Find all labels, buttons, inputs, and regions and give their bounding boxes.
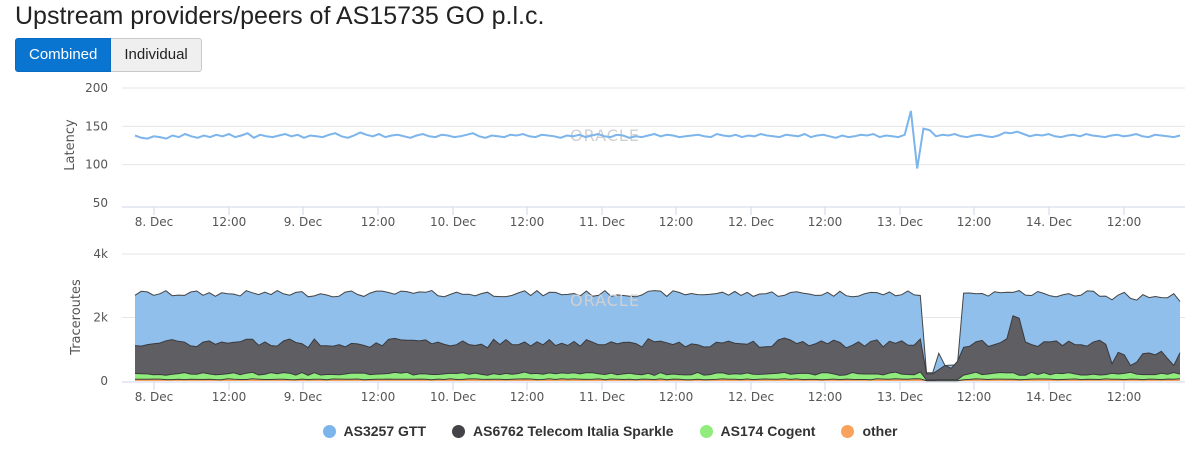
x-tick-label: 8. Dec — [135, 390, 173, 404]
x-tick-label: 12:00 — [510, 215, 545, 229]
page-title: Upstream providers/peers of AS15735 GO p… — [15, 2, 545, 30]
area-sparkle — [135, 315, 1180, 380]
area-edge-sparkle — [134, 315, 1181, 375]
area-edge-other — [134, 378, 1181, 382]
x-tick-label: 12:00 — [361, 215, 396, 229]
latency-y-tick: 150 — [85, 119, 108, 133]
x-tick-label: 8. Dec — [135, 215, 173, 229]
x-tick-label: 9. Dec — [284, 390, 322, 404]
traceroutes-y-tick: 0 — [100, 374, 108, 388]
x-tick-label: 12:00 — [361, 390, 396, 404]
traceroutes-y-tick: 2k — [93, 311, 108, 325]
x-tick-label: 12:00 — [808, 390, 843, 404]
x-tick-label: 9. Dec — [284, 215, 322, 229]
x-tick-label: 13. Dec — [877, 390, 923, 404]
latency-series-line — [134, 110, 1181, 169]
legend-item-sparkle[interactable]: AS6762 Telecom Italia Sparkle — [452, 423, 674, 439]
x-tick-label: 12:00 — [1107, 390, 1142, 404]
legend-gtt-label: AS3257 GTT — [343, 423, 427, 439]
x-tick-label: 12:00 — [808, 215, 843, 229]
x-tick-label: 12:00 — [659, 390, 694, 404]
latency-y-tick: 50 — [93, 196, 108, 210]
latency-axis-title: Latency — [63, 119, 78, 171]
x-tick-label: 10. Dec — [430, 215, 476, 229]
legend-cogent-label: AS174 Cogent — [720, 423, 816, 439]
legend-item-other[interactable]: other — [841, 423, 897, 439]
legend-item-gtt[interactable]: AS3257 GTT — [322, 423, 427, 439]
x-tick-label: 10. Dec — [430, 390, 476, 404]
watermark-traceroutes: ORACLE — [570, 291, 640, 310]
x-tick-label: 12:00 — [659, 215, 694, 229]
area-edge-cogent — [134, 371, 1181, 381]
latency-y-tick: 100 — [85, 158, 108, 172]
x-tick-label: 14. Dec — [1026, 390, 1072, 404]
chart-area: 50 100 150 200 Latency ORACLE 8. Dec 12:00 9. De… — [63, 81, 1185, 404]
x-tick-label: 12:00 — [957, 390, 992, 404]
area-edge-gtt — [134, 289, 1181, 374]
x-tick-label: 11. Dec — [579, 390, 625, 404]
traceroutes-axis-title: Traceroutes — [69, 279, 84, 356]
x-tick-label: 12:00 — [212, 215, 247, 229]
area-gtt — [135, 290, 1180, 374]
legend-other-label: other — [862, 423, 898, 439]
x-tick-label: 11. Dec — [579, 215, 625, 229]
legend: AS3257 GTT AS6762 Telecom Italia Sparkle… — [0, 423, 1200, 439]
legend-cogent-dot — [699, 424, 713, 438]
view-toggle: Combined Individual — [15, 38, 202, 72]
legend-other-dot — [841, 424, 855, 438]
x-tick-label: 12:00 — [1107, 215, 1142, 229]
latency-y-tick: 200 — [85, 81, 108, 95]
x-tick-label: 13. Dec — [877, 215, 923, 229]
x-tick-label: 12:00 — [212, 390, 247, 404]
x-tick-label: 12:00 — [957, 215, 992, 229]
traceroutes-y-tick: 4k — [93, 247, 108, 261]
x-tick-label: 12. Dec — [728, 215, 774, 229]
legend-sparkle-label: AS6762 Telecom Italia Sparkle — [473, 423, 674, 439]
individual-button[interactable]: Individual — [111, 38, 202, 72]
legend-gtt-dot — [322, 424, 336, 438]
x-tick-label: 12:00 — [510, 390, 545, 404]
legend-sparkle-dot — [452, 424, 466, 438]
combined-button[interactable]: Combined — [15, 38, 112, 72]
x-tick-label: 14. Dec — [1026, 215, 1072, 229]
legend-item-cogent[interactable]: AS174 Cogent — [699, 423, 816, 439]
x-tick-label: 12. Dec — [728, 390, 774, 404]
